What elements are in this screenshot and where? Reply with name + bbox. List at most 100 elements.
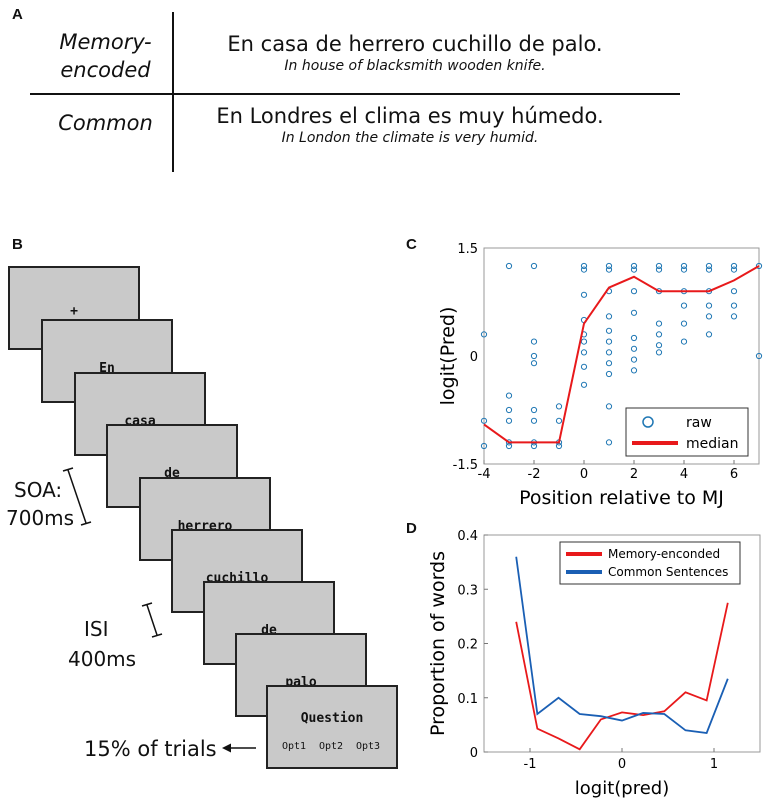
raw-point [730,266,738,273]
y-tick-label: -1.5 [453,458,478,473]
x-tick-label: 2 [630,467,638,482]
raw-point [530,360,538,367]
isi-label: ISI [84,617,109,641]
x-tick-label: -2 [528,467,541,482]
raw-point [580,381,588,388]
legend-raw-marker [642,416,654,428]
screen-word: + [70,304,78,319]
row-label-memory-line2: encoded [60,58,151,82]
common-sentence: En Londres el clima es muy húmedo. [216,104,604,128]
panel-c-letter: C [406,236,417,253]
raw-point [505,406,513,414]
question-option-3: Opt3 [356,741,381,752]
soa-bracket-cap-top [62,467,74,472]
row-label-memory-line1: Memory- [59,30,152,54]
raw-point [605,370,613,378]
raw-point [630,367,638,374]
raw-point [530,406,538,414]
x-tick-label: -4 [478,467,491,482]
raw-point [530,338,538,345]
memory-translation: In house of blacksmith wooden knife. [284,58,546,74]
raw-point [630,334,638,342]
raw-point [580,291,588,298]
legend-raw-label: raw [686,415,712,431]
raw-point [730,313,738,320]
y-tick-label: 0 [470,350,478,365]
y-tick-label: 1.5 [457,242,478,257]
raw-point [730,262,738,270]
raw-point [655,342,663,349]
raw-point [605,403,613,410]
raw-point [555,403,563,410]
raw-point [705,331,713,338]
x-tick-label: 4 [680,467,688,482]
soa-bracket-cap-bottom [80,521,92,526]
question-option-2: Opt2 [319,741,344,752]
legend-label-0: Memory-enconded [608,547,720,561]
raw-point [580,338,588,345]
raw-point [680,302,688,309]
raw-point [580,363,588,370]
raw-point [730,302,738,309]
x-tick-label: 6 [730,467,738,482]
legend-median-label: median [686,436,738,452]
raw-point [730,288,738,295]
raw-point [655,349,663,356]
raw-point [605,266,613,273]
raw-point [630,309,638,316]
chart-c: -4 -2 0 2 4 6 1.5 0 -1.5 Position relative to MJ l… [437,242,763,509]
raw-point [580,266,588,273]
common-translation: In London the climate is very humid. [281,130,539,146]
raw-point [605,313,613,320]
legend-label-1: Common Sentences [608,565,728,579]
memory-sentence: En casa de herrero cuchillo de palo. [227,32,603,56]
soa-bracket-line [67,469,87,524]
raw-point [630,356,638,363]
chart-d: -1 0 1 0 0.1 0.2 0.3 0.4 logit(pred) Proportion o… [427,529,761,799]
isi-bracket-cap-bottom [151,633,163,638]
y-tick-label: 0.3 [457,583,478,598]
panel-a-table: Memory- encoded En casa de herrero cuchi… [0,0,767,180]
raw-point [555,417,563,424]
raw-point [605,262,613,270]
legend-box [559,541,741,585]
raw-point [630,266,638,273]
raw-point [505,417,513,424]
raw-point [480,442,488,450]
raw-point [630,262,638,270]
median-line [483,265,760,444]
isi-value: 400ms [68,647,137,671]
raw-point [605,338,613,345]
isi-bracket-line [146,604,158,636]
raw-point [630,288,638,295]
raw-point [605,439,613,446]
raw-point [655,331,663,338]
raw-point [605,327,613,334]
x-tick-label: -1 [524,757,537,772]
x-axis-label: logit(pred) [575,778,669,799]
x-tick-label: 0 [580,467,588,482]
raw-point [505,392,513,399]
y-tick-label: 0.1 [457,692,478,707]
raw-point [705,302,713,309]
raw-point [580,262,588,270]
soa-value: 700ms [6,506,75,530]
raw-point [680,338,688,345]
table-horizontal-divider [30,93,680,95]
table-vertical-divider [172,12,174,172]
series-line-1 [515,556,729,734]
panel-d-letter: D [406,520,417,537]
raw-point [705,313,713,320]
y-axis-label: Proportion of words [427,551,449,736]
raw-point [480,331,488,338]
row-label-common: Common [58,111,153,135]
raw-point [530,262,538,270]
x-tick-label: 1 [710,757,718,772]
raw-point [705,266,713,273]
raw-point [705,262,713,270]
raw-point [655,320,663,327]
question-title: Question [300,711,364,726]
raw-point [605,360,613,367]
raw-point [505,262,513,270]
x-tick-label: 0 [618,757,626,772]
